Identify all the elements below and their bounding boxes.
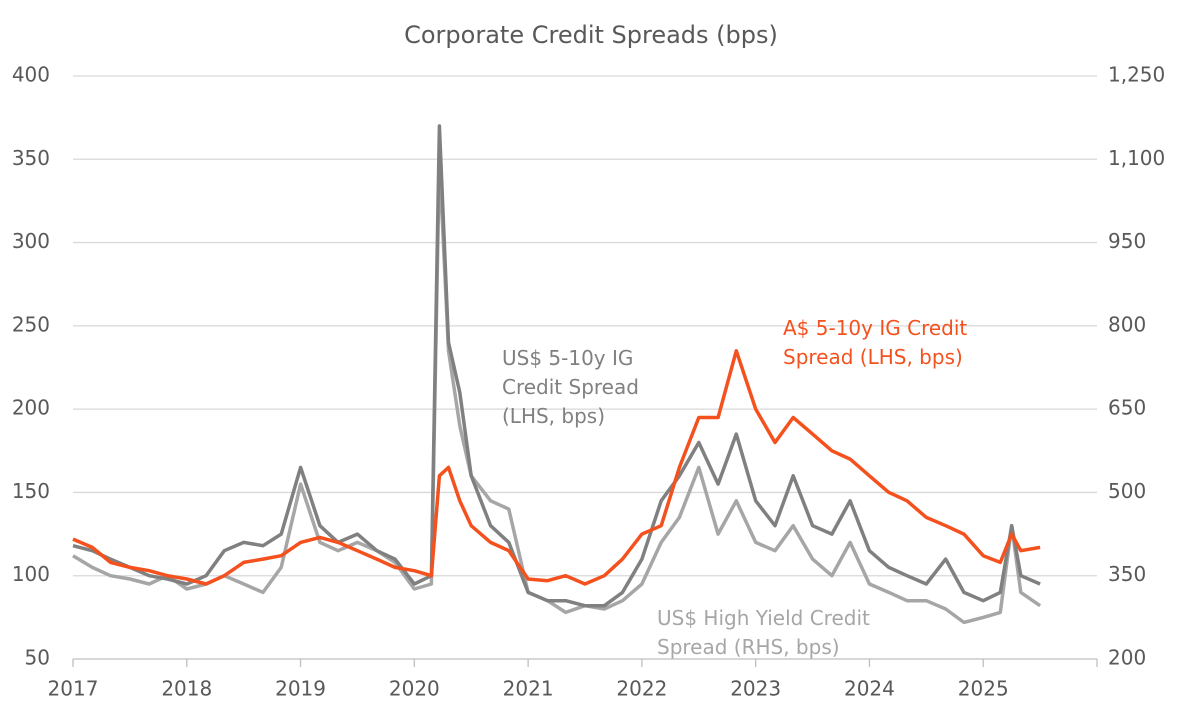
- x-tick-label: 2018: [161, 677, 212, 701]
- series-label: US$ High Yield Credit Spread (RHS, bps): [657, 606, 870, 659]
- y2-tick-label: 800: [1108, 312, 1146, 336]
- series-line: [72, 124, 1041, 608]
- y-tick-label: 150: [12, 479, 50, 503]
- y2-tick-label: 350: [1108, 562, 1146, 586]
- y-tick-label: 400: [12, 63, 50, 87]
- y-tick-label: 100: [12, 562, 50, 586]
- y2-tick-label: 200: [1108, 646, 1146, 670]
- series-label: US$ 5-10y IG Credit Spread (LHS, bps): [502, 346, 639, 428]
- y-tick-label: 300: [12, 229, 50, 253]
- series-line: [72, 349, 1041, 586]
- y2-tick-label: 950: [1108, 229, 1146, 253]
- y2-tick-label: 1,250: [1108, 63, 1165, 87]
- x-tick-label: 2024: [844, 677, 895, 701]
- y-tick-label: 50: [25, 646, 50, 670]
- x-tick-label: 2025: [958, 677, 1009, 701]
- y-tick-label: 200: [12, 396, 50, 420]
- y2-tick-label: 650: [1108, 396, 1146, 420]
- y2-tick-label: 500: [1108, 479, 1146, 503]
- y-tick-label: 350: [12, 146, 50, 170]
- x-tick-label: 2020: [389, 677, 440, 701]
- y2-tick-label: 1,100: [1108, 146, 1165, 170]
- x-tick-label: 2022: [616, 677, 667, 701]
- series-label: A$ 5-10y IG Credit Spread (LHS, bps): [783, 316, 968, 369]
- y-tick-label: 250: [12, 312, 50, 336]
- x-tick-label: 2019: [275, 677, 326, 701]
- x-tick-label: 2021: [503, 677, 554, 701]
- x-tick-label: 2017: [48, 677, 99, 701]
- x-tick-label: 2023: [730, 677, 781, 701]
- chart-title: Corporate Credit Spreads (bps): [404, 21, 778, 49]
